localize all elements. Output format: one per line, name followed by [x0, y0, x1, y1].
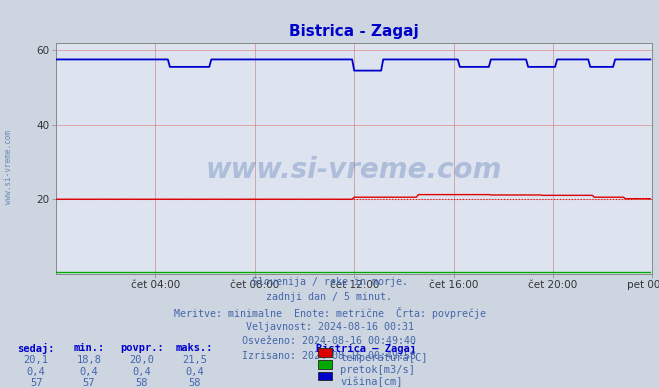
Text: 20,0: 20,0	[129, 355, 154, 365]
Text: www.si-vreme.com: www.si-vreme.com	[4, 130, 13, 204]
Text: maks.:: maks.:	[176, 343, 213, 353]
Text: povpr.:: povpr.:	[120, 343, 163, 353]
Text: Veljavnost: 2024-08-16 00:31: Veljavnost: 2024-08-16 00:31	[246, 322, 413, 332]
Text: 0,4: 0,4	[27, 367, 45, 377]
Text: min.:: min.:	[73, 343, 105, 353]
Text: zadnji dan / 5 minut.: zadnji dan / 5 minut.	[266, 292, 393, 302]
Text: 57: 57	[83, 378, 95, 388]
Text: pretok[m3/s]: pretok[m3/s]	[340, 365, 415, 375]
Text: 20,1: 20,1	[24, 355, 49, 365]
Text: Osveženo: 2024-08-16 00:49:40: Osveženo: 2024-08-16 00:49:40	[243, 336, 416, 346]
Text: 18,8: 18,8	[76, 355, 101, 365]
Text: 57: 57	[30, 378, 42, 388]
Text: 0,4: 0,4	[185, 367, 204, 377]
Text: Bistrica – Zagaj: Bistrica – Zagaj	[316, 343, 416, 354]
Text: 21,5: 21,5	[182, 355, 207, 365]
Text: www.si-vreme.com: www.si-vreme.com	[206, 156, 502, 184]
Text: temperatura[C]: temperatura[C]	[340, 353, 428, 363]
Text: 58: 58	[136, 378, 148, 388]
Text: Izrisano: 2024-08-16 00:49:58: Izrisano: 2024-08-16 00:49:58	[243, 351, 416, 361]
Text: sedaj:: sedaj:	[18, 343, 55, 354]
Title: Bistrica - Zagaj: Bistrica - Zagaj	[289, 24, 419, 39]
Text: 58: 58	[188, 378, 200, 388]
Text: Meritve: minimalne  Enote: metrične  Črta: povprečje: Meritve: minimalne Enote: metrične Črta:…	[173, 307, 486, 319]
Text: višina[cm]: višina[cm]	[340, 376, 403, 387]
Text: Slovenija / reke in morje.: Slovenija / reke in morje.	[252, 277, 407, 288]
Text: 0,4: 0,4	[132, 367, 151, 377]
Text: 0,4: 0,4	[80, 367, 98, 377]
